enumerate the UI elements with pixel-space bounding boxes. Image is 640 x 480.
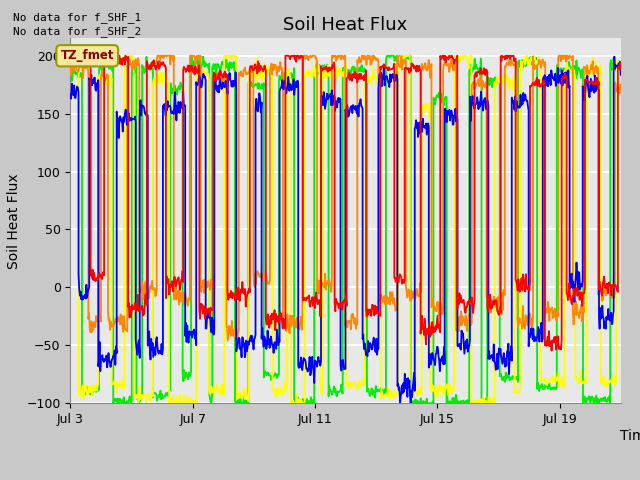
X-axis label: Time: Time [620,429,640,443]
Y-axis label: Soil Heat Flux: Soil Heat Flux [7,173,20,269]
Text: No data for f_SHF_1: No data for f_SHF_1 [13,12,141,23]
Text: No data for f_SHF_2: No data for f_SHF_2 [13,26,141,37]
Title: Soil Heat Flux: Soil Heat Flux [284,16,408,34]
Text: TZ_fmet: TZ_fmet [60,49,114,62]
